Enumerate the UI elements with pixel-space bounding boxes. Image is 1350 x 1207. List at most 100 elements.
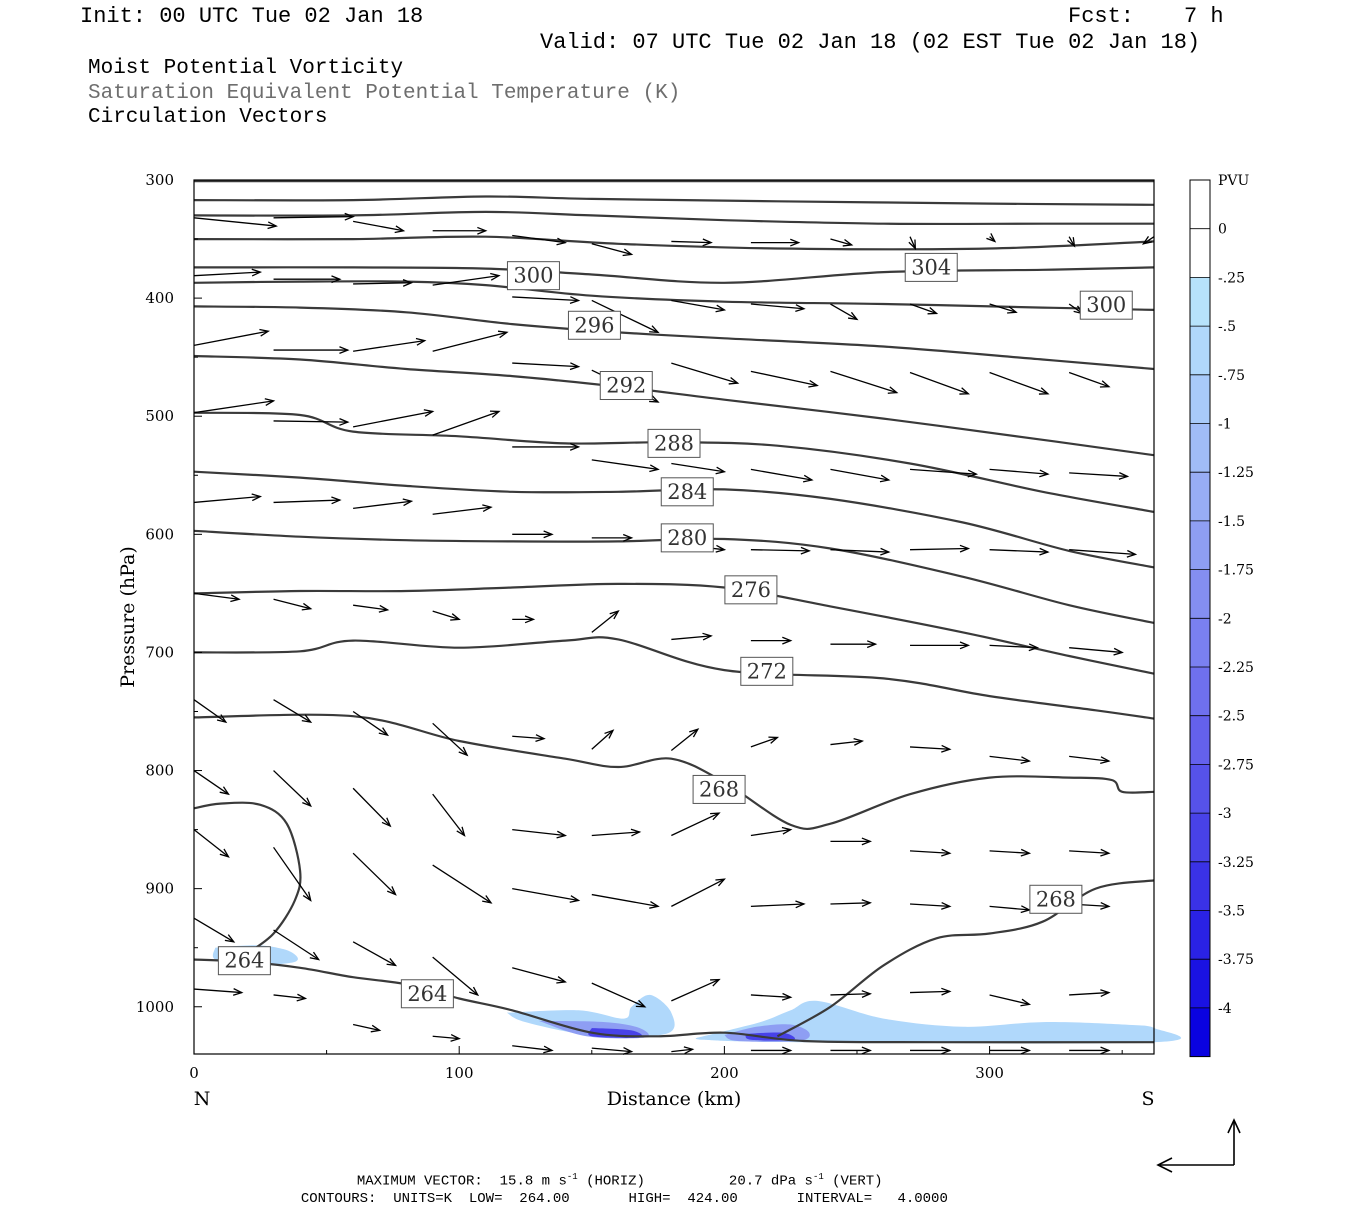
theta-contour (193, 713, 1155, 830)
circulation-vector (1069, 549, 1138, 558)
colorbar-swatch (1190, 715, 1210, 765)
circulation-vector (1069, 848, 1111, 857)
circulation-vector (591, 1046, 634, 1055)
colorbar-swatch (1190, 813, 1210, 862)
colorbar-swatch (1190, 667, 1210, 716)
contour-label: 300 (506, 261, 560, 291)
circulation-vector (591, 299, 660, 334)
circulation-vector (1069, 472, 1130, 480)
circulation-vector (910, 987, 952, 996)
colorbar-label: -.25 (1218, 270, 1245, 286)
circulation-vector (909, 371, 971, 395)
max-vert-value: 20.7 dPa s (728, 1173, 813, 1190)
x-tick-label: 200 (710, 1064, 739, 1082)
colorbar-label: -3.25 (1218, 855, 1254, 871)
circulation-vector (989, 905, 1032, 914)
circulation-vector (908, 236, 917, 251)
colorbar-label: -3 (1218, 806, 1232, 822)
circulation-vector (512, 828, 568, 839)
circulation-vector (512, 1045, 554, 1054)
circulation-vector (989, 1046, 1032, 1055)
circulation-vector (432, 793, 466, 837)
circulation-vector (910, 641, 971, 650)
circulation-vector (193, 988, 244, 996)
interval-label: INTERVAL= (796, 1191, 873, 1207)
high-label: HIGH= (628, 1191, 671, 1207)
x-axis-label: Distance (km) (607, 1088, 742, 1110)
circulation-vector (512, 234, 568, 246)
max-vector-label: MAXIMUM VECTOR: (356, 1173, 483, 1190)
circulation-vector (830, 640, 878, 649)
colorbar-swatch (1190, 861, 1210, 911)
circulation-vector (750, 546, 812, 555)
axes: 300 400 500 600 700 800 900 1000 0 100 200 300 (136, 171, 1123, 1082)
colorbar-swatch (1190, 618, 1210, 667)
circulation-vector (1069, 647, 1124, 656)
colorbar: 0 -.25 -.5 -.75 -1 -1.25 -1.5 -1.75 -2 -2.25 -2.5 -… (1189, 179, 1254, 1058)
colorbar-label: -.5 (1218, 319, 1236, 335)
svg-text:292: 292 (606, 374, 646, 398)
y-tick-label: 800 (145, 762, 174, 780)
circulation-vector (750, 370, 819, 388)
circulation-vector (432, 410, 501, 436)
circulation-vector (273, 993, 308, 1002)
svg-text:300: 300 (1086, 293, 1126, 317)
theta-contour (193, 195, 1155, 206)
theta-contour (193, 636, 1155, 720)
circulation-vector (353, 498, 414, 509)
svg-text:268: 268 (699, 777, 739, 801)
colorbar-swatch (1190, 569, 1210, 619)
circulation-vector (591, 729, 615, 750)
circulation-vector (591, 982, 647, 1008)
vert-tag: (VERT) (832, 1173, 883, 1190)
circulation-vector (273, 346, 350, 355)
circulation-vector (909, 901, 952, 910)
max-horiz-value: 15.8 m s (499, 1173, 567, 1190)
circulation-vector (830, 238, 854, 247)
circulation-vector (1067, 236, 1076, 248)
theta-contour (193, 280, 1155, 311)
colorbar-label: -2.25 (1218, 660, 1254, 676)
colorbar-swatch (1190, 959, 1210, 1008)
circulation-vector (989, 303, 1018, 314)
y-tick-label: 700 (145, 643, 174, 661)
north-label: N (194, 1088, 211, 1110)
pv-shading (212, 945, 1182, 1044)
forecast-label: Fcst: (1068, 4, 1135, 29)
contour-label: 268 (1029, 884, 1083, 914)
circulation-vector (512, 615, 536, 624)
field-title-pv: Moist Potential Vorticity (88, 57, 404, 80)
circulation-vector (830, 468, 891, 483)
contours-label: CONTOURS: (300, 1191, 377, 1207)
circulation-vector (273, 846, 312, 902)
circulation-vector (671, 878, 726, 907)
circulation-vector (1068, 371, 1111, 388)
circulation-vector (193, 917, 236, 943)
colorbar-label: -1.25 (1218, 465, 1254, 481)
init-time: Init: 00 UTC Tue 02 Jan 18 (80, 4, 424, 29)
interval-value: 4.0000 (897, 1191, 948, 1207)
y-tick-label: 500 (145, 407, 174, 425)
y-tick-label: 300 (145, 171, 174, 189)
contour-label: 292 (599, 371, 653, 401)
circulation-vector (750, 736, 780, 748)
svg-text:264: 264 (224, 949, 264, 973)
circulation-vector (591, 609, 620, 633)
svg-text:296: 296 (574, 313, 614, 337)
circulation-vector (909, 848, 952, 857)
circulation-vector (910, 544, 971, 553)
circulation-vector (830, 547, 891, 556)
circulation-vector (671, 462, 727, 475)
circulation-vector (432, 226, 488, 235)
circulation-vector (830, 990, 872, 998)
svg-text:280: 280 (667, 526, 707, 550)
circulation-vector (273, 275, 342, 284)
circulation-vector (352, 220, 406, 234)
south-label: S (1141, 1088, 1154, 1110)
y-tick-label: 900 (145, 880, 174, 898)
colorbar-swatch (1190, 1007, 1210, 1057)
theta-contour (193, 582, 1155, 675)
theta-contour (193, 235, 1155, 251)
circulation-vector (353, 278, 414, 287)
circulation-vector (432, 1033, 461, 1042)
